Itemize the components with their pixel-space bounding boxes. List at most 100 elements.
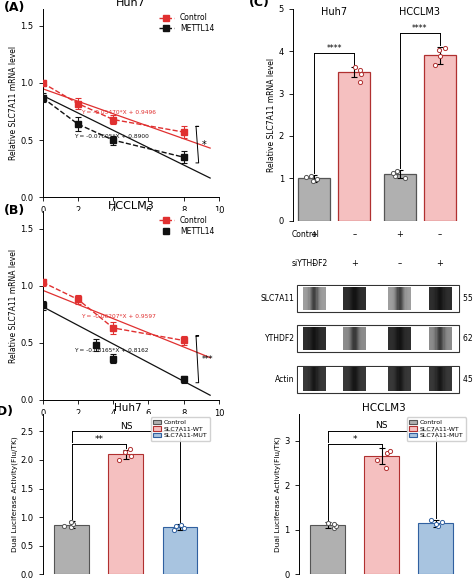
- Bar: [352, 287, 354, 310]
- Text: +: +: [351, 259, 358, 268]
- Point: [391, 172, 399, 181]
- Bar: [352, 367, 354, 391]
- Bar: [325, 327, 326, 350]
- Bar: [448, 287, 449, 310]
- Bar: [343, 327, 344, 350]
- Bar: [365, 327, 366, 350]
- Point: [115, 455, 123, 465]
- Bar: [364, 367, 365, 391]
- Bar: [388, 367, 390, 391]
- Bar: [302, 287, 304, 310]
- Bar: [432, 367, 433, 391]
- Bar: [312, 367, 313, 391]
- Bar: [447, 327, 448, 350]
- Bar: [393, 327, 394, 350]
- Bar: [357, 287, 358, 310]
- Point: [313, 175, 321, 184]
- Bar: [439, 287, 440, 310]
- Bar: [396, 287, 398, 310]
- Text: 62 kDa: 62 kDa: [464, 334, 474, 343]
- Bar: [318, 287, 319, 310]
- Bar: [437, 287, 438, 310]
- Bar: [350, 327, 351, 350]
- Bar: [390, 287, 391, 310]
- Point: [171, 525, 178, 534]
- Bar: [322, 287, 323, 310]
- Bar: [447, 287, 448, 310]
- Point: [356, 66, 364, 75]
- Bar: [298, 326, 459, 351]
- Bar: [442, 287, 444, 310]
- Point: [351, 63, 358, 72]
- Point: [432, 520, 440, 529]
- Bar: [302, 367, 304, 391]
- Bar: [356, 327, 357, 350]
- Text: *: *: [353, 435, 357, 444]
- Text: NS: NS: [375, 421, 388, 430]
- Bar: [298, 367, 459, 391]
- Bar: [310, 367, 312, 391]
- Bar: [392, 367, 393, 391]
- Bar: [419, 523, 454, 574]
- Bar: [436, 367, 437, 391]
- Legend: Control, METTL14: Control, METTL14: [155, 213, 218, 239]
- Bar: [345, 367, 346, 391]
- Bar: [392, 327, 393, 350]
- Text: (A): (A): [4, 1, 25, 14]
- Text: –: –: [398, 259, 401, 268]
- Bar: [401, 327, 402, 350]
- Bar: [432, 287, 433, 310]
- Point: [357, 70, 365, 79]
- Bar: [343, 287, 344, 310]
- Bar: [407, 287, 408, 310]
- Bar: [360, 367, 361, 391]
- Bar: [450, 367, 452, 391]
- Bar: [402, 327, 403, 350]
- Point: [180, 523, 188, 533]
- Y-axis label: Relative SLC7A11 mRNA level: Relative SLC7A11 mRNA level: [9, 248, 18, 363]
- Bar: [347, 327, 349, 350]
- Y-axis label: Dual Luciferase Activity(Flu/TK): Dual Luciferase Activity(Flu/TK): [275, 437, 282, 552]
- Bar: [434, 367, 436, 391]
- Bar: [410, 327, 411, 350]
- Bar: [359, 327, 360, 350]
- Bar: [407, 367, 408, 391]
- Bar: [325, 287, 326, 310]
- Bar: [365, 287, 366, 310]
- Bar: [440, 367, 441, 391]
- Bar: [405, 367, 407, 391]
- Bar: [403, 367, 404, 391]
- Bar: [321, 367, 322, 391]
- Text: Y = -0.06207*X + 0.9597: Y = -0.06207*X + 0.9597: [82, 314, 156, 319]
- Point: [435, 522, 442, 531]
- Bar: [430, 367, 431, 391]
- Bar: [397, 327, 399, 350]
- Bar: [302, 327, 304, 350]
- Point: [389, 168, 397, 178]
- Bar: [347, 367, 349, 391]
- Bar: [446, 287, 447, 310]
- Point: [172, 521, 180, 530]
- Bar: [358, 287, 359, 310]
- X-axis label: (h): (h): [124, 418, 138, 428]
- Bar: [318, 367, 319, 391]
- Bar: [338, 72, 370, 220]
- Title: HCCLM3: HCCLM3: [362, 403, 406, 413]
- Bar: [409, 367, 410, 391]
- Bar: [319, 367, 320, 391]
- Text: 45 kDa: 45 kDa: [464, 374, 474, 384]
- Bar: [309, 367, 310, 391]
- Bar: [407, 327, 408, 350]
- Bar: [321, 287, 322, 310]
- Bar: [345, 287, 346, 310]
- Bar: [383, 174, 416, 220]
- Bar: [352, 327, 354, 350]
- Bar: [444, 287, 445, 310]
- X-axis label: (h): (h): [124, 215, 138, 225]
- Bar: [403, 287, 404, 310]
- Bar: [314, 287, 315, 310]
- Bar: [408, 327, 409, 350]
- Point: [325, 519, 332, 528]
- Bar: [442, 367, 444, 391]
- Bar: [446, 327, 447, 350]
